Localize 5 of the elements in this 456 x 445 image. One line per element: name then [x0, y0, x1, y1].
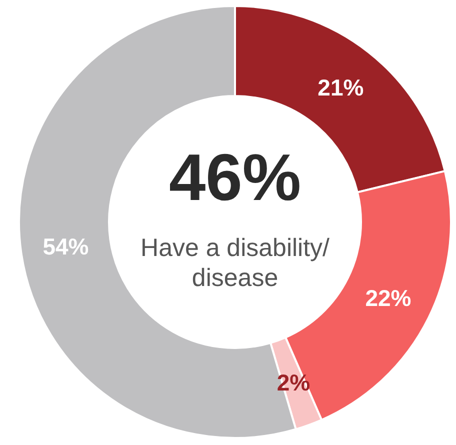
data-label: 22% [365, 284, 412, 311]
text: Have a disability/ disease [140, 234, 330, 292]
data-label: 21% [318, 74, 364, 101]
data-label: 54% [42, 233, 89, 260]
text: 46% [168, 140, 302, 214]
